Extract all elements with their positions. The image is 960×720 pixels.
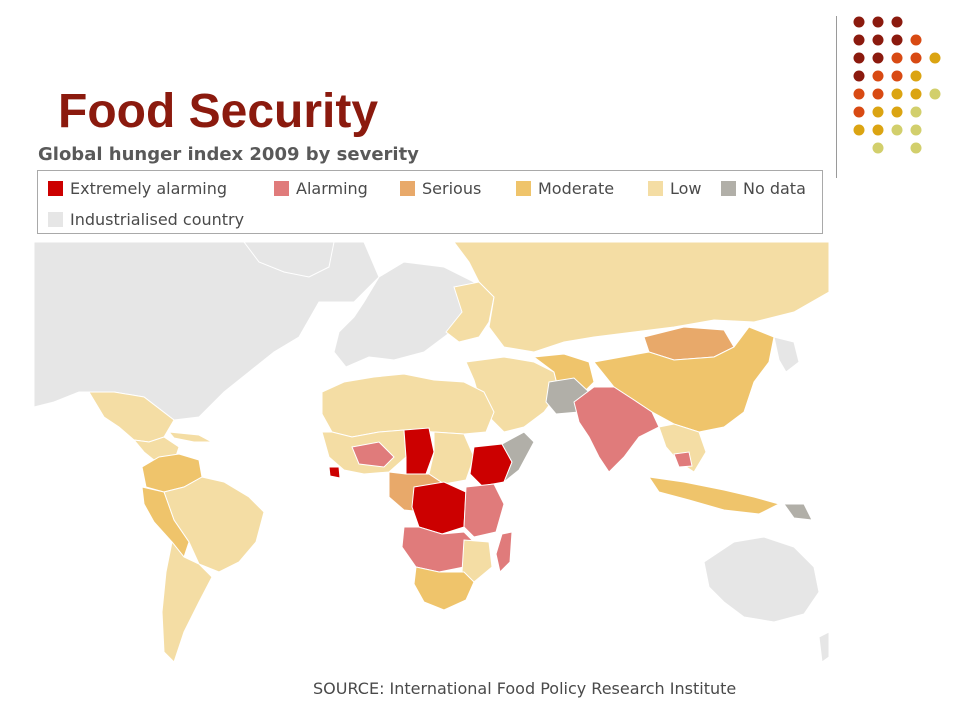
map-region-australia	[703, 536, 820, 623]
legend-item-serious: Serious	[400, 179, 481, 198]
map-region-sierra-leone	[328, 466, 341, 479]
map-region-somalia-no-data	[501, 431, 535, 484]
legend-label: Low	[670, 179, 702, 198]
map-region-sudan	[428, 431, 475, 485]
source-credit: SOURCE: International Food Policy Resear…	[313, 679, 737, 698]
map-title: Global hunger index 2009 by severity	[38, 144, 419, 165]
map-region-india	[573, 386, 660, 473]
map-region-north-america	[34, 242, 380, 421]
legend-label: Industrialised country	[70, 210, 245, 229]
map-region-east-africa	[463, 483, 505, 538]
divider-line	[836, 16, 837, 178]
map-region-greenland	[243, 242, 335, 278]
map-region-drc	[411, 481, 467, 535]
legend-item-low: Low	[648, 179, 702, 198]
map-region-new-zealand	[818, 631, 829, 663]
legend-label: Alarming	[296, 179, 368, 198]
map-region-chad	[403, 427, 435, 475]
legend-item-no-data: No data	[721, 179, 806, 198]
map-region-papua-no-data	[783, 503, 813, 521]
legend-item-alarming: Alarming	[274, 179, 368, 198]
legend-item-industrialised-country: Industrialised country	[48, 210, 244, 229]
legend-item-moderate: Moderate	[516, 179, 614, 198]
legend-swatch	[721, 181, 736, 196]
map-legend: Extremely alarming Alarming Serious Mode…	[37, 170, 823, 234]
slide-title: Food Security	[58, 85, 379, 138]
legend-swatch	[274, 181, 289, 196]
legend-swatch	[400, 181, 415, 196]
map-region-mozambique	[461, 539, 493, 583]
legend-label: Extremely alarming	[70, 179, 228, 198]
map-region-madagascar	[495, 531, 513, 573]
world-map	[34, 242, 829, 674]
map-region-cambodia	[673, 451, 693, 468]
legend-label: Moderate	[538, 179, 615, 198]
legend-swatch	[516, 181, 531, 196]
legend-label: Serious	[422, 179, 482, 198]
map-region-west-africa-alarming	[351, 441, 395, 468]
legend-swatch	[48, 181, 63, 196]
legend-swatch	[48, 212, 63, 227]
map-region-russia-central-asia	[453, 242, 829, 353]
map-region-europe	[333, 261, 480, 368]
map-region-korea-japan	[773, 336, 800, 373]
map-region-north-africa	[321, 373, 495, 438]
decorative-dot-grid	[853, 16, 941, 154]
map-region-southern-africa	[413, 566, 475, 611]
map-region-indonesia	[647, 476, 781, 515]
legend-swatch	[648, 181, 663, 196]
legend-label: No data	[743, 179, 806, 198]
legend-item-extremely-alarming: Extremely alarming	[48, 179, 227, 198]
map-region-caribbean	[167, 431, 213, 443]
map-region-southern-cone	[161, 540, 213, 663]
map-region-southeast-asia	[658, 423, 707, 473]
